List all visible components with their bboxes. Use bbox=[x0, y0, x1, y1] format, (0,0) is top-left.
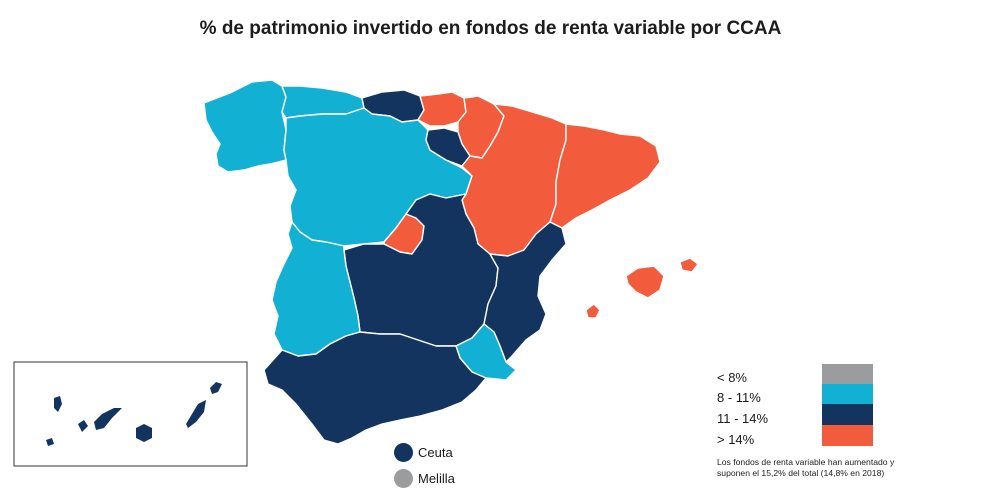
region-murcia[interactable] bbox=[455, 323, 517, 381]
legend-label-11-14: 11 - 14% bbox=[717, 411, 769, 426]
legend-label-8-11: 8 - 11% bbox=[717, 390, 761, 405]
ceuta-dot[interactable] bbox=[394, 443, 413, 462]
legend-label-gt14: > 14% bbox=[717, 432, 755, 447]
region-baleares-mallorca[interactable] bbox=[625, 265, 665, 299]
region-andalucia[interactable] bbox=[263, 331, 487, 445]
region-cataluna[interactable] bbox=[549, 123, 661, 229]
legend-swatch-8-11 bbox=[822, 384, 873, 405]
ceuta-label: Ceuta bbox=[418, 445, 453, 460]
legend-swatch-gt14 bbox=[822, 425, 873, 446]
melilla-label: Melilla bbox=[418, 471, 455, 486]
legend-swatch-lt8 bbox=[822, 364, 873, 385]
legend-label-lt8: < 8% bbox=[717, 370, 747, 385]
region-baleares-ibiza[interactable] bbox=[585, 303, 601, 319]
map-title: % de patrimonio invertido en fondos de r… bbox=[199, 18, 782, 39]
canarias-inset-frame bbox=[13, 361, 248, 467]
legend-note: Los fondos de renta variable han aumenta… bbox=[717, 457, 895, 478]
region-canarias[interactable] bbox=[46, 382, 222, 446]
region-galicia[interactable] bbox=[203, 79, 287, 173]
legend-swatch-11-14 bbox=[822, 404, 873, 425]
melilla-dot[interactable] bbox=[394, 469, 413, 488]
region-valencia[interactable] bbox=[483, 221, 567, 363]
region-baleares-menorca[interactable] bbox=[679, 257, 699, 273]
